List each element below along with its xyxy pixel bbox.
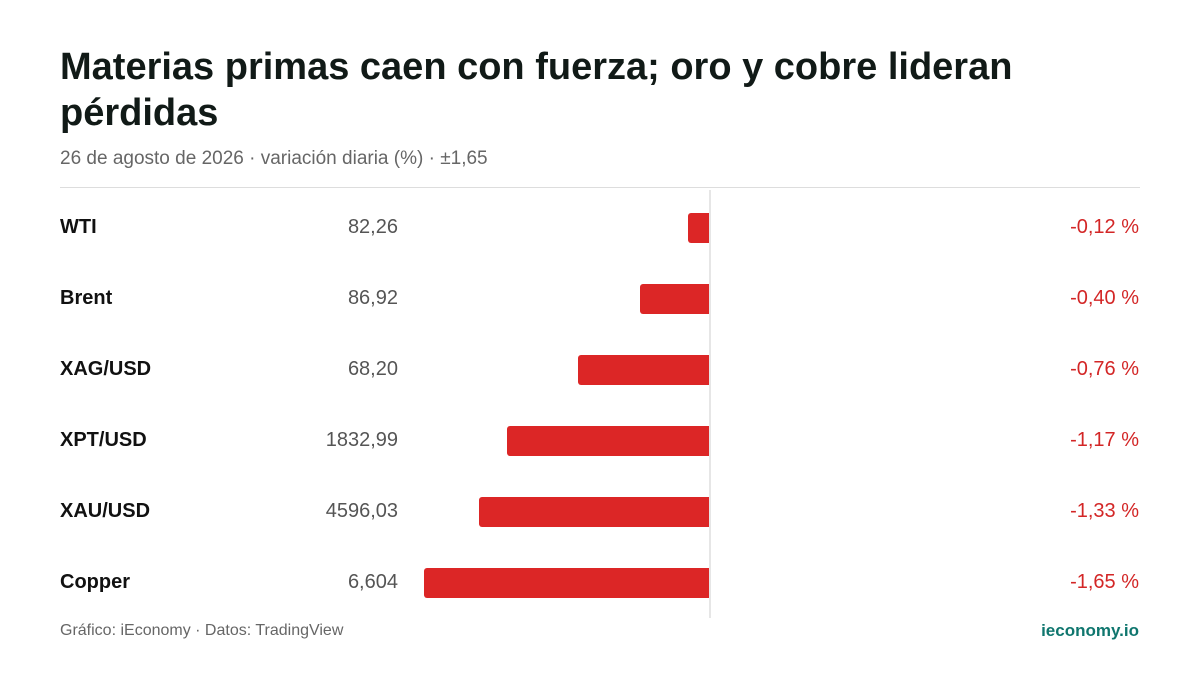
bar bbox=[577, 355, 709, 385]
price-label: 4596,03 bbox=[325, 500, 398, 522]
chart-row: XAG/USD 68,20 -0,76 % bbox=[0, 334, 1200, 405]
chart-row: XAU/USD 4596,03 -1,33 % bbox=[0, 476, 1200, 547]
value-label: -0,12 % bbox=[1070, 216, 1139, 238]
chart-row: WTI 82,26 -0,12 % bbox=[0, 192, 1200, 263]
bar bbox=[424, 568, 709, 598]
category-label: XAU/USD bbox=[60, 500, 151, 522]
bar bbox=[688, 213, 709, 243]
price-label: 82,26 bbox=[347, 216, 398, 238]
category-label: XAG/USD bbox=[60, 358, 152, 380]
value-label: -1,33 % bbox=[1070, 500, 1139, 522]
chart-row: Brent 86,92 -0,40 % bbox=[0, 263, 1200, 334]
chart-subtitle: 26 de agosto de 2026 · variación diaria … bbox=[60, 148, 488, 169]
bar bbox=[506, 426, 709, 456]
value-label: -1,65 % bbox=[1070, 571, 1139, 593]
price-label: 1832,99 bbox=[325, 429, 398, 451]
category-label: Copper bbox=[60, 571, 130, 593]
category-label: WTI bbox=[60, 216, 97, 238]
value-label: -0,40 % bbox=[1070, 287, 1139, 309]
price-label: 86,92 bbox=[347, 287, 398, 309]
category-label: Brent bbox=[60, 287, 113, 309]
value-label: -1,17 % bbox=[1070, 429, 1139, 451]
chart-title: Materias primas caen con fuerza; oro y c… bbox=[60, 46, 1013, 134]
chart-row: XPT/USD 1832,99 -1,17 % bbox=[0, 405, 1200, 476]
bar bbox=[639, 284, 709, 314]
value-label: -0,76 % bbox=[1070, 358, 1139, 380]
bar bbox=[479, 497, 709, 527]
source-credit: Gráfico: iEconomy · Datos: TradingView bbox=[60, 622, 344, 639]
price-label: 6,604 bbox=[347, 571, 398, 593]
category-label: XPT/USD bbox=[60, 429, 147, 451]
zero-axis-line bbox=[709, 190, 711, 618]
brand-link[interactable]: ieconomy.io bbox=[1041, 621, 1139, 640]
header-divider bbox=[60, 187, 1140, 188]
price-label: 68,20 bbox=[347, 358, 398, 380]
chart-row: Copper 6,604 -1,65 % bbox=[0, 547, 1200, 618]
